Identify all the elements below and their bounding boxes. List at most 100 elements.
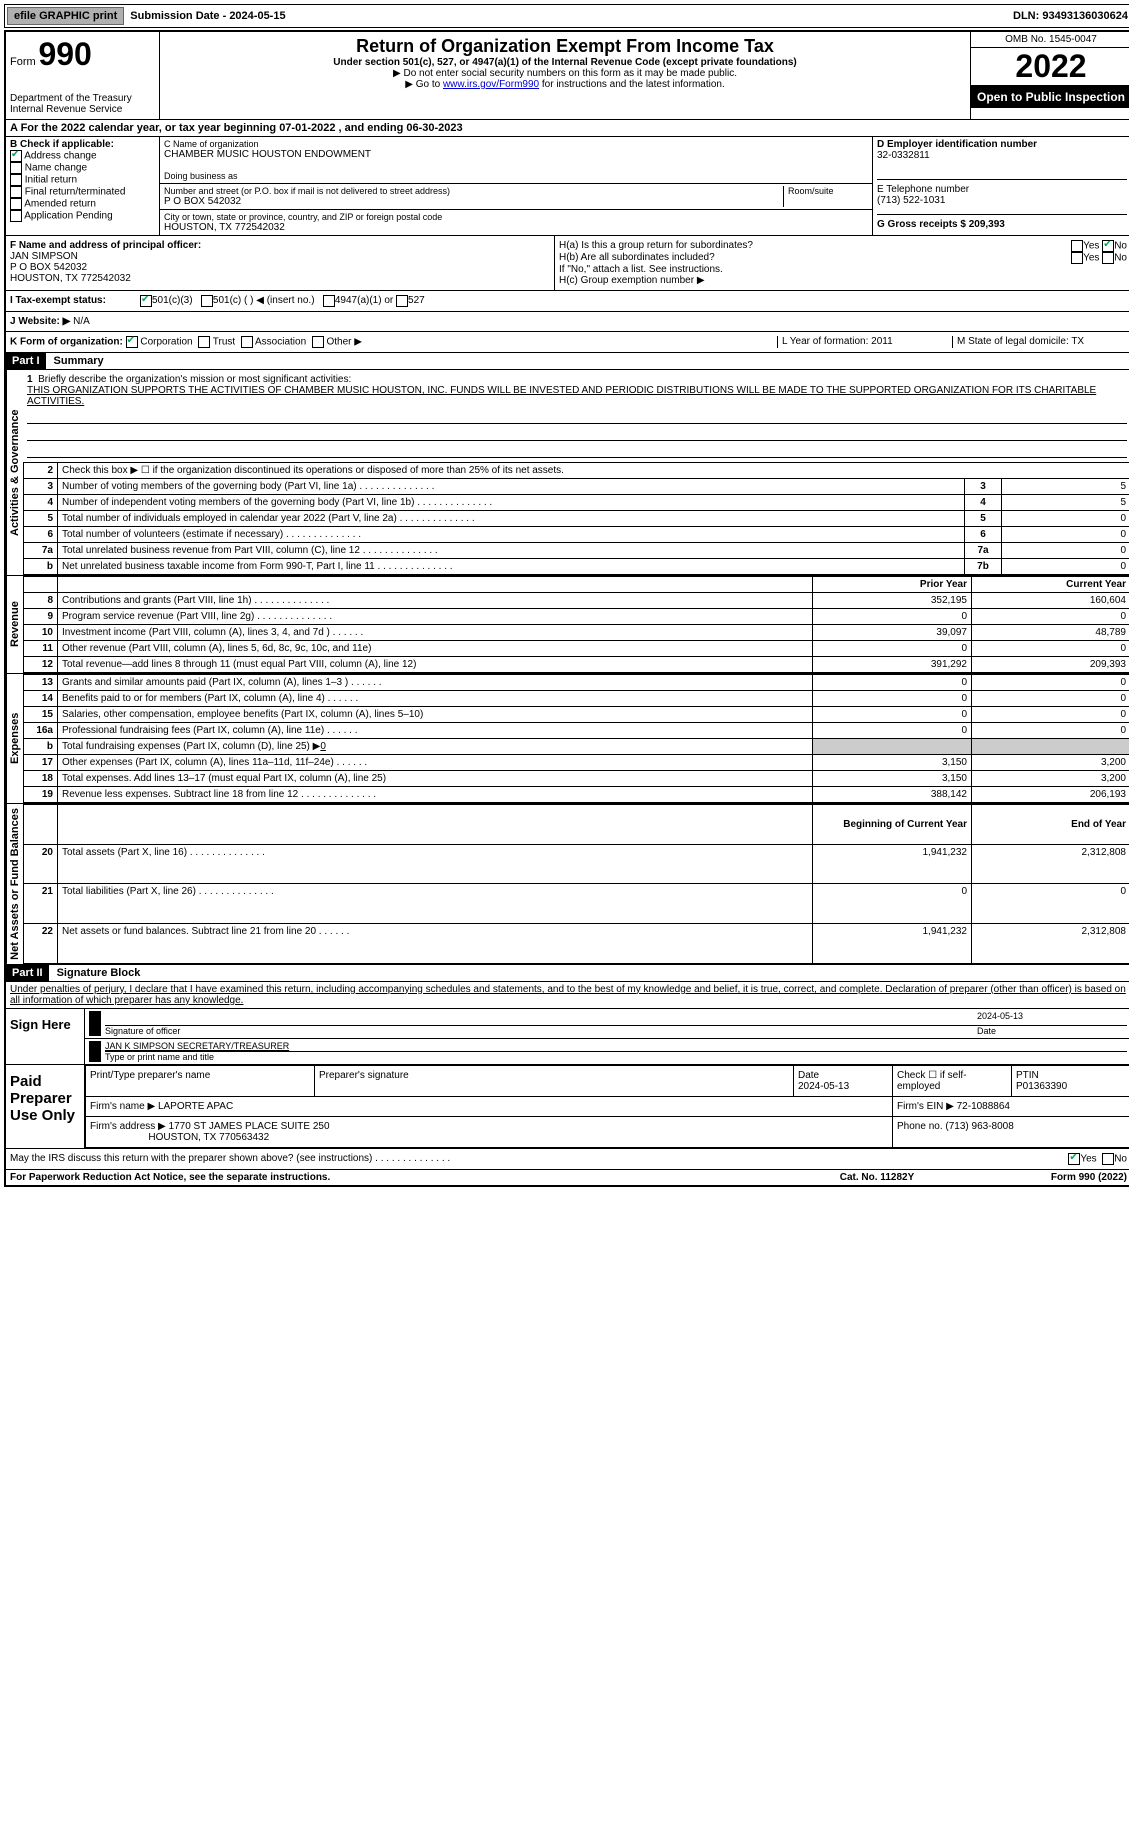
row-l: L Year of formation: 2011 (777, 336, 952, 348)
curr-hdr: Current Year (972, 577, 1129, 593)
val6: 0 (1002, 527, 1129, 543)
part1-header-row: Part I Summary (6, 353, 1129, 370)
begin-hdr: Beginning of Current Year (813, 805, 972, 845)
assoc-label: Association (255, 337, 306, 348)
ein-label: D Employer identification number (877, 139, 1127, 150)
form-header: Form 990 Department of the Treasury Inte… (6, 32, 1129, 120)
irs-link[interactable]: www.irs.gov/Form990 (443, 79, 539, 90)
val7b: 0 (1002, 559, 1129, 575)
line14: Benefits paid to or for members (Part IX… (58, 691, 813, 707)
hb-yes-checkbox[interactable] (1071, 252, 1083, 264)
line15: Salaries, other compensation, employee b… (58, 707, 813, 723)
footer-form: Form 990 (2022) (977, 1172, 1127, 1183)
firm-addr2: HOUSTON, TX 770563432 (148, 1132, 269, 1143)
4947-checkbox[interactable] (323, 295, 335, 307)
col-b-label: B Check if applicable: (10, 139, 155, 150)
ha-yes-checkbox[interactable] (1071, 240, 1083, 252)
instr-ssn: ▶ Do not enter social security numbers o… (164, 68, 966, 79)
arrow-icon (89, 1041, 101, 1062)
checkbox-name-change[interactable] (10, 162, 22, 174)
val7a: 0 (1002, 543, 1129, 559)
hb-yes-label: Yes (1083, 253, 1099, 264)
val3: 5 (1002, 479, 1129, 495)
hb-note: If "No," attach a list. See instructions… (559, 264, 1127, 275)
instr-goto-pre: ▶ Go to (405, 79, 443, 90)
p8: 352,195 (813, 593, 972, 609)
checkbox-final[interactable] (10, 186, 22, 198)
side-expenses: Expenses (6, 674, 23, 803)
assoc-checkbox[interactable] (241, 336, 253, 348)
activities-table: 2Check this box ▶ ☐ if the organization … (23, 462, 1129, 575)
discuss-no-checkbox[interactable] (1102, 1153, 1114, 1165)
row-i-label: I Tax-exempt status: (10, 295, 140, 307)
prep-name-label: Print/Type preparer's name (90, 1070, 210, 1081)
paid-preparer-block: Paid Preparer Use Only Print/Type prepar… (6, 1065, 1129, 1149)
hb-no-checkbox[interactable] (1102, 252, 1114, 264)
tax-year: 2022 (971, 48, 1129, 86)
501c3-checkbox[interactable] (140, 295, 152, 307)
label-app-pending: Application Pending (24, 211, 112, 222)
ein-value: 32-0332811 (877, 150, 1127, 161)
efile-print-button[interactable]: efile GRAPHIC print (7, 7, 124, 25)
checkbox-address-change[interactable] (10, 150, 22, 162)
line11: Other revenue (Part VIII, column (A), li… (58, 641, 813, 657)
label-name-change: Name change (25, 163, 87, 174)
discuss-label: May the IRS discuss this return with the… (10, 1153, 1068, 1165)
open-inspection: Open to Public Inspection (971, 86, 1129, 108)
firm-name-label: Firm's name ▶ (90, 1101, 155, 1112)
corp-checkbox[interactable] (126, 336, 138, 348)
irs-label: Internal Revenue Service (10, 104, 155, 115)
checkbox-amended[interactable] (10, 198, 22, 210)
row-a-calendar-year: A For the 2022 calendar year, or tax yea… (6, 120, 1129, 137)
firm-name: LAPORTE APAC (158, 1101, 233, 1112)
instr-goto: ▶ Go to www.irs.gov/Form990 for instruct… (164, 79, 966, 90)
row-m: M State of legal domicile: TX (952, 336, 1127, 348)
line4: Number of independent voting members of … (58, 495, 965, 511)
527-checkbox[interactable] (396, 295, 408, 307)
discuss-row: May the IRS discuss this return with the… (6, 1149, 1129, 1170)
other-checkbox[interactable] (312, 336, 324, 348)
org-name-label: C Name of organization (164, 139, 868, 149)
p18: 3,150 (813, 771, 972, 787)
501c-checkbox[interactable] (201, 295, 213, 307)
website-value: N/A (73, 316, 90, 327)
checkbox-app-pending[interactable] (10, 210, 22, 222)
col-f-officer: F Name and address of principal officer:… (6, 236, 555, 290)
p21: 0 (813, 884, 972, 924)
officer-name: JAN SIMPSON (10, 251, 550, 262)
line1-label: Briefly describe the organization's miss… (38, 374, 351, 385)
line5: Total number of individuals employed in … (58, 511, 965, 527)
sign-here-label: Sign Here (6, 1009, 85, 1064)
form-subtitle: Under section 501(c), 527, or 4947(a)(1)… (164, 57, 966, 68)
firm-addr-label: Firm's address ▶ (90, 1121, 166, 1132)
501c3-label: 501(c)(3) (152, 295, 193, 307)
c10: 48,789 (972, 625, 1129, 641)
city-label: City or town, state or province, country… (164, 212, 868, 222)
4947-label: 4947(a)(1) or (335, 295, 393, 307)
line10: Investment income (Part VIII, column (A)… (58, 625, 813, 641)
c11: 0 (972, 641, 1129, 657)
sig-name-label: Type or print name and title (105, 1052, 214, 1062)
expenses-table: 13Grants and similar amounts paid (Part … (23, 674, 1129, 803)
prep-sig-label: Preparer's signature (319, 1070, 409, 1081)
trust-checkbox[interactable] (198, 336, 210, 348)
row-klm: K Form of organization: Corporation Trus… (6, 332, 1129, 353)
col-b-checkboxes: B Check if applicable: Address change Na… (6, 137, 160, 235)
c13: 0 (972, 675, 1129, 691)
part1-header: Part I (6, 353, 46, 369)
line2: Check this box ▶ ☐ if the organization d… (58, 463, 1129, 479)
paperwork-notice: For Paperwork Reduction Act Notice, see … (10, 1172, 777, 1183)
ha-no-checkbox[interactable] (1102, 240, 1114, 252)
firm-ein-label: Firm's EIN ▶ (897, 1101, 954, 1112)
checkbox-initial[interactable] (10, 174, 22, 186)
discuss-yes-checkbox[interactable] (1068, 1153, 1080, 1165)
row-k-label: K Form of organization: (10, 337, 123, 348)
street-label: Number and street (or P.O. box if mail i… (164, 186, 783, 196)
line6: Total number of volunteers (estimate if … (58, 527, 965, 543)
hb-label: H(b) Are all subordinates included? (559, 252, 715, 264)
city-value: HOUSTON, TX 772542032 (164, 222, 868, 233)
street-value: P O BOX 542032 (164, 196, 783, 207)
line16b-pre: Total fundraising expenses (Part IX, col… (62, 741, 320, 752)
instr-goto-post: for instructions and the latest informat… (539, 79, 725, 90)
label-final: Final return/terminated (25, 187, 126, 198)
